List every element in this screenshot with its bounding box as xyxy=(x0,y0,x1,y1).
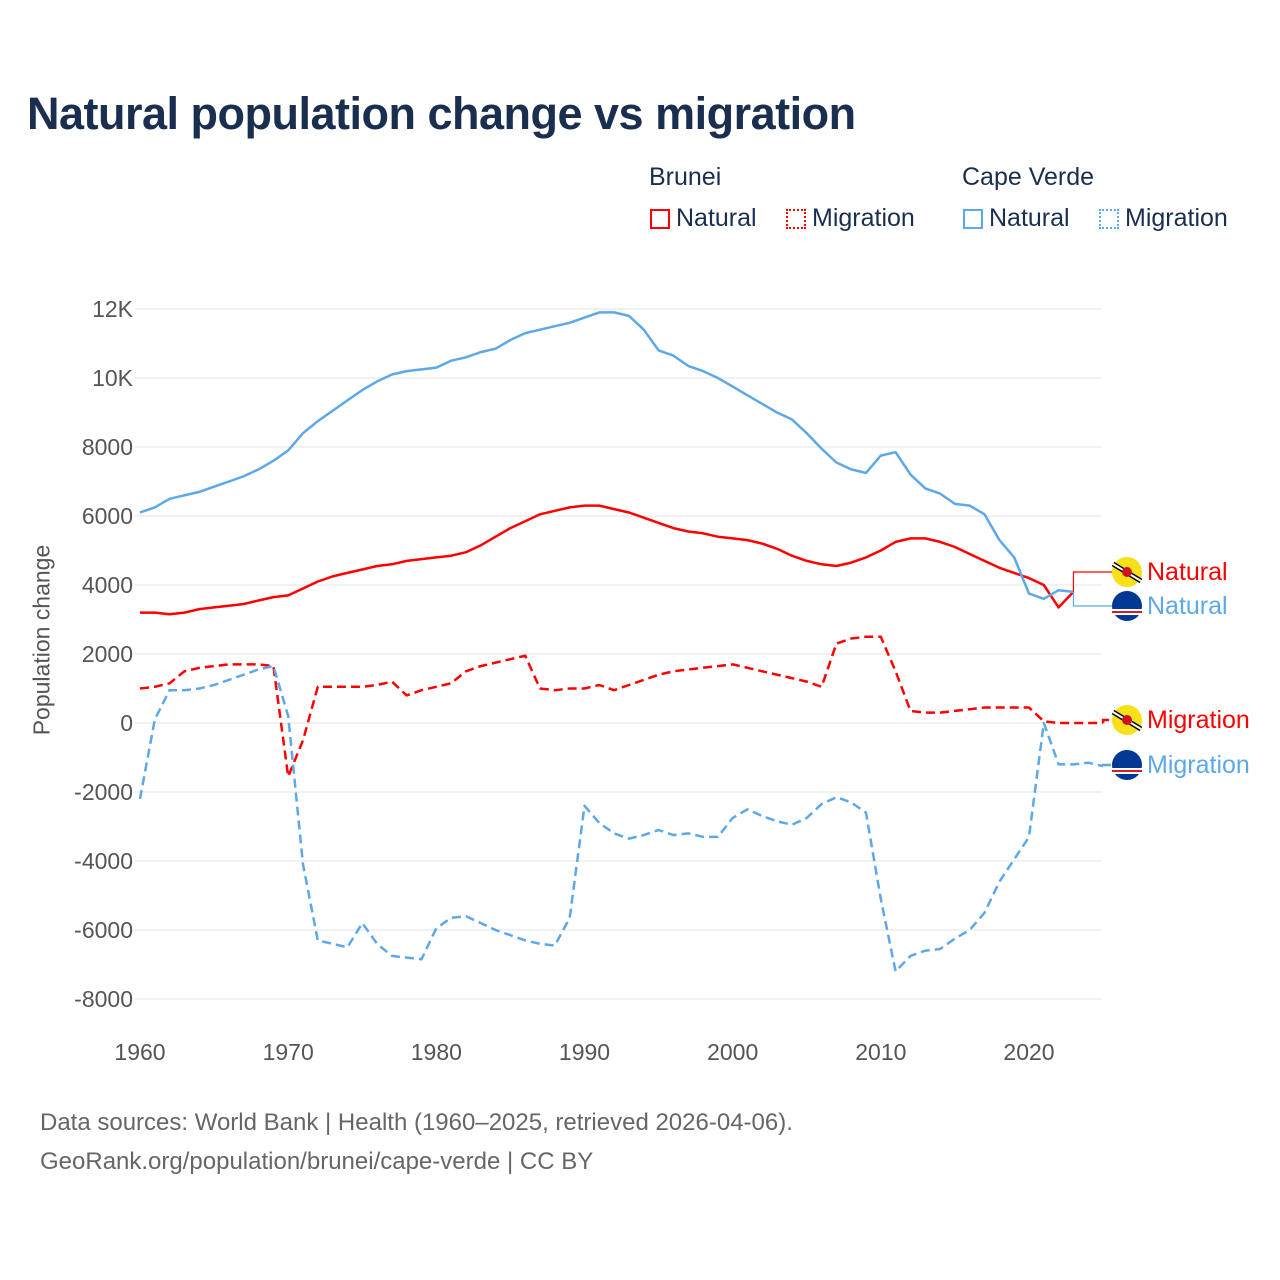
legend-label: Migration xyxy=(1125,204,1228,232)
x-tick-label: 2020 xyxy=(1003,1039,1054,1065)
legend-swatch-dotted xyxy=(786,208,806,229)
y-tick-label: -2000 xyxy=(74,779,133,805)
series-line-cape-verde-migration xyxy=(138,664,1104,973)
end-label-connector xyxy=(1101,763,1112,767)
series-line-cape-verde-natural xyxy=(139,311,1074,601)
y-tick-label: 12K xyxy=(92,296,134,322)
y-tick-label: 8000 xyxy=(82,434,133,460)
series-line-brunei-natural xyxy=(140,504,1075,616)
x-tick-label: 1960 xyxy=(114,1039,165,1065)
legend-label: Migration xyxy=(812,204,915,232)
flag-stripe xyxy=(1112,611,1142,613)
legend-cape-verde-natural[interactable]: Natural xyxy=(963,204,1070,233)
end-label-cape-verde-natural: Natural xyxy=(1147,592,1228,620)
end-label-brunei-natural: Natural xyxy=(1147,558,1228,586)
y-tick-label: 2000 xyxy=(82,641,133,667)
chart-title: Natural population change vs migration xyxy=(27,88,856,139)
legend-swatch-dotted xyxy=(1099,208,1119,229)
source-url[interactable]: GeoRank.org/population/brunei/cape-verde… xyxy=(40,1148,594,1175)
end-label-brunei-migration: Migration xyxy=(1147,706,1250,734)
legend-group-cape-verde: Cape Verde xyxy=(962,163,1095,191)
flag-stripe xyxy=(1112,772,1142,774)
legend-brunei-natural[interactable]: Natural xyxy=(650,204,757,233)
y-tick-label: -4000 xyxy=(74,848,133,874)
end-label-connector xyxy=(1072,591,1112,607)
legend-group-brunei: Brunei xyxy=(649,163,722,191)
legend-swatch-solid xyxy=(650,208,670,229)
x-tick-label: 2000 xyxy=(707,1039,758,1065)
legend-label: Natural xyxy=(989,204,1070,232)
series-line-brunei-migration xyxy=(139,635,1104,778)
flag-stripe xyxy=(1112,768,1142,770)
flag-stripe xyxy=(1112,613,1142,615)
y-tick-label: 0 xyxy=(120,710,133,736)
x-tick-label: 1970 xyxy=(263,1039,314,1065)
end-label-connector xyxy=(1101,718,1112,723)
y-tick-label: 6000 xyxy=(82,503,133,529)
x-tick-label: 2010 xyxy=(855,1039,906,1065)
legend-swatch-solid xyxy=(963,208,983,229)
legend-cape-verde-migration[interactable]: Migration xyxy=(1099,204,1228,233)
y-tick-label: 10K xyxy=(92,365,134,391)
source-line: Data sources: World Bank | Health (1960–… xyxy=(40,1109,793,1136)
cape-verde-flag-icon xyxy=(1112,750,1142,780)
flag-stripe xyxy=(1112,770,1142,772)
x-tick-label: 1980 xyxy=(411,1039,462,1065)
flag-stripe xyxy=(1112,609,1142,611)
legend-label: Natural xyxy=(676,204,757,232)
x-tick-label: 1990 xyxy=(559,1039,610,1065)
flag-emblem xyxy=(1122,567,1132,577)
y-tick-label: 4000 xyxy=(82,572,133,598)
end-label-connector xyxy=(1072,571,1112,592)
cape-verde-flag-icon xyxy=(1112,591,1142,621)
end-label-cape-verde-migration: Migration xyxy=(1147,751,1250,779)
y-tick-label: -8000 xyxy=(74,986,133,1012)
y-tick-label: -6000 xyxy=(74,917,133,943)
flag-emblem xyxy=(1122,715,1132,725)
legend-brunei-migration[interactable]: Migration xyxy=(786,204,915,233)
